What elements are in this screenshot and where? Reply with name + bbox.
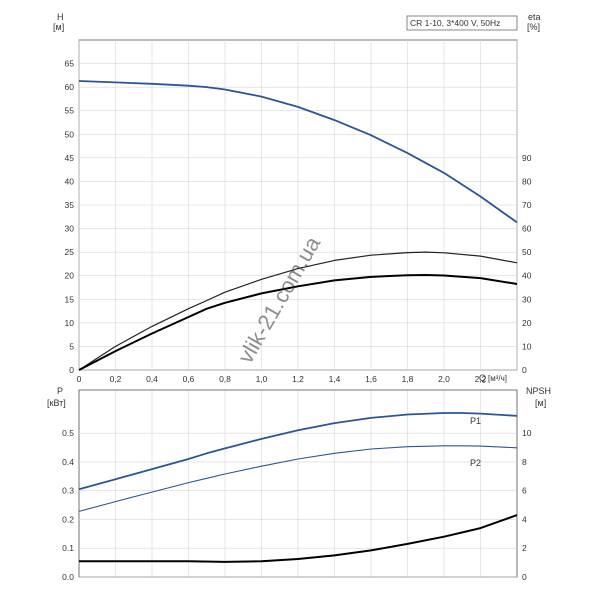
bottom-right-y-tick-label: 10	[522, 428, 532, 438]
bottom-right-y-tick-label: 8	[522, 457, 527, 467]
top-x-tick-label: 1,0	[256, 374, 268, 384]
npsh-curve	[79, 514, 518, 563]
top-right-y-tick-label: 10	[522, 341, 532, 351]
top-x-axis-unit: [м³/ч]	[488, 374, 507, 383]
legend-box	[406, 15, 518, 31]
bottom-left-y-tick-label: 0.1	[62, 543, 74, 553]
bottom-left-y-tick-label: 0.5	[62, 428, 74, 438]
top-x-axis-label: Q	[479, 373, 486, 383]
top-right-y-tick-label: 90	[522, 153, 532, 163]
top-x-tick-label: 2,0	[438, 374, 450, 384]
top-left-y-tick-label: 20	[65, 271, 75, 281]
top-left-y-tick-label: 40	[65, 176, 75, 186]
eta-lower-curve	[78, 274, 518, 371]
head-curve	[78, 80, 518, 224]
top-left-y-tick-label: 60	[65, 82, 75, 92]
top-left-y-tick-label: 25	[65, 247, 75, 257]
bottom-series-group	[78, 412, 518, 563]
top-left-y-tick-label: 0	[69, 365, 74, 375]
top-x-tick-label: 0,6	[183, 374, 195, 384]
top-right-y-tick-label: 60	[522, 224, 532, 234]
top-right-y-tick-label: 0	[522, 365, 527, 375]
bottom-left-y-tick-label: 0.0	[62, 572, 74, 582]
bottom-right-y-tick-label: 6	[522, 486, 527, 496]
top-left-y-tick-label: 15	[65, 294, 75, 304]
top-left-y-tick-label: 5	[69, 341, 74, 351]
top-left-y-tick-label: 35	[65, 200, 75, 210]
bottom-left-y-tick-label: 0.4	[62, 457, 74, 467]
p1-power-curve	[78, 412, 518, 491]
top-x-tick-label: 1,8	[402, 374, 414, 384]
series-label-p2: P2	[470, 458, 481, 468]
legend-box-text: CR 1-10, 3*400 V, 50Hz	[410, 18, 500, 28]
top-left-y-tick-label: 10	[65, 318, 75, 328]
top-x-tick-label: 0,8	[219, 374, 231, 384]
top-right-axis-label: eta	[528, 12, 541, 22]
top-left-y-tick-label: 45	[65, 153, 75, 163]
top-x-tick-label: 1,4	[329, 374, 341, 384]
top-right-y-tick-label: 70	[522, 200, 532, 210]
top-x-tick-label: 0	[77, 374, 82, 384]
top-left-y-tick-label: 30	[65, 224, 75, 234]
bottom-right-axis-label: NPSH	[526, 386, 551, 396]
top-right-y-tick-label: 20	[522, 318, 532, 328]
top-x-tick-label: 0,2	[110, 374, 122, 384]
bottom-left-axis-unit: [кВт]	[47, 398, 66, 408]
top-left-axis-unit: [м]	[53, 22, 64, 32]
top-left-y-tick-label: 65	[65, 59, 75, 69]
top-right-y-tick-label: 80	[522, 176, 532, 186]
top-left-axis-label: H	[57, 12, 64, 22]
bottom-left-y-tick-label: 0.3	[62, 486, 74, 496]
bottom-right-y-tick-label: 2	[522, 543, 527, 553]
top-x-tick-label: 1,2	[292, 374, 304, 384]
series-label-p1: P1	[470, 416, 481, 426]
bottom-left-axis-label: P	[57, 386, 63, 396]
top-x-tick-label: 2,2	[475, 374, 487, 384]
bottom-left-y-tick-label: 0.2	[62, 514, 74, 524]
top-grid: 0 0,2 0,4 0,6 0,8 1,0 1,2 1,4 1,6 1,8 2,0 2,2 0 5 10 15…	[65, 39, 532, 384]
top-x-tick-label: 0,4	[146, 374, 158, 384]
top-x-tick-label: 1,6	[365, 374, 377, 384]
bottom-right-y-tick-label: 0	[522, 572, 527, 582]
top-right-y-tick-label: 50	[522, 247, 532, 257]
eta-upper-curve	[78, 251, 518, 371]
top-series-group	[78, 80, 518, 371]
bottom-right-y-tick-label: 4	[522, 514, 527, 524]
p2-power-curve	[78, 445, 518, 512]
bottom-grid: 0.0 0.1 0.2 0.3 0.4 0.5 0 2 4 6 8 10	[62, 389, 532, 582]
top-right-axis-unit: [%]	[527, 22, 540, 32]
top-left-y-tick-label: 55	[65, 106, 75, 116]
top-left-y-tick-label: 50	[65, 129, 75, 139]
top-right-y-tick-label: 40	[522, 271, 532, 281]
top-right-y-tick-label: 30	[522, 294, 532, 304]
bottom-right-axis-unit: [м]	[535, 398, 546, 408]
